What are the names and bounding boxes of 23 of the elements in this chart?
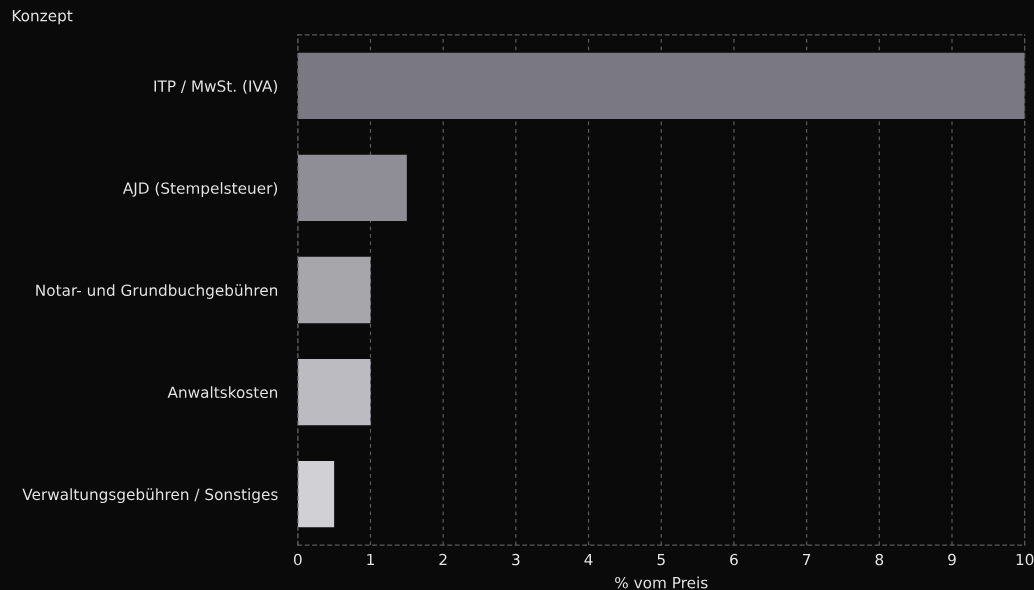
x-tick-label: 3 — [512, 553, 520, 566]
x-tick-label: 8 — [875, 553, 884, 566]
x-tick-label: 4 — [584, 553, 593, 566]
x-tick-label: 1 — [367, 553, 374, 566]
x-tick-label: 2 — [439, 553, 447, 566]
bar — [297, 358, 371, 426]
x-tick-label: 6 — [730, 553, 738, 566]
x-tick-label: 10 — [1016, 553, 1034, 566]
x-axis-title: % vom Preis — [615, 576, 708, 589]
bar — [297, 154, 407, 222]
x-tick-label: 9 — [948, 553, 956, 566]
bar — [297, 460, 335, 528]
x-tick-label: 5 — [657, 553, 665, 566]
y-tick-label: Verwaltungsgebühren / Sonstiges — [22, 488, 278, 504]
bar — [297, 52, 1025, 120]
bar — [297, 256, 371, 324]
y-axis-title: Konzept — [12, 10, 73, 25]
y-tick-label: Anwaltskosten — [167, 386, 278, 399]
x-tick-label: 7 — [803, 553, 811, 566]
x-tick-label: 0 — [293, 553, 302, 566]
y-tick-label: Notar- und Grundbuchgebühren — [36, 284, 278, 299]
y-tick-label: AJD (Stempelsteuer) — [122, 182, 278, 197]
y-tick-label: ITP / MwSt. (IVA) — [154, 80, 278, 94]
